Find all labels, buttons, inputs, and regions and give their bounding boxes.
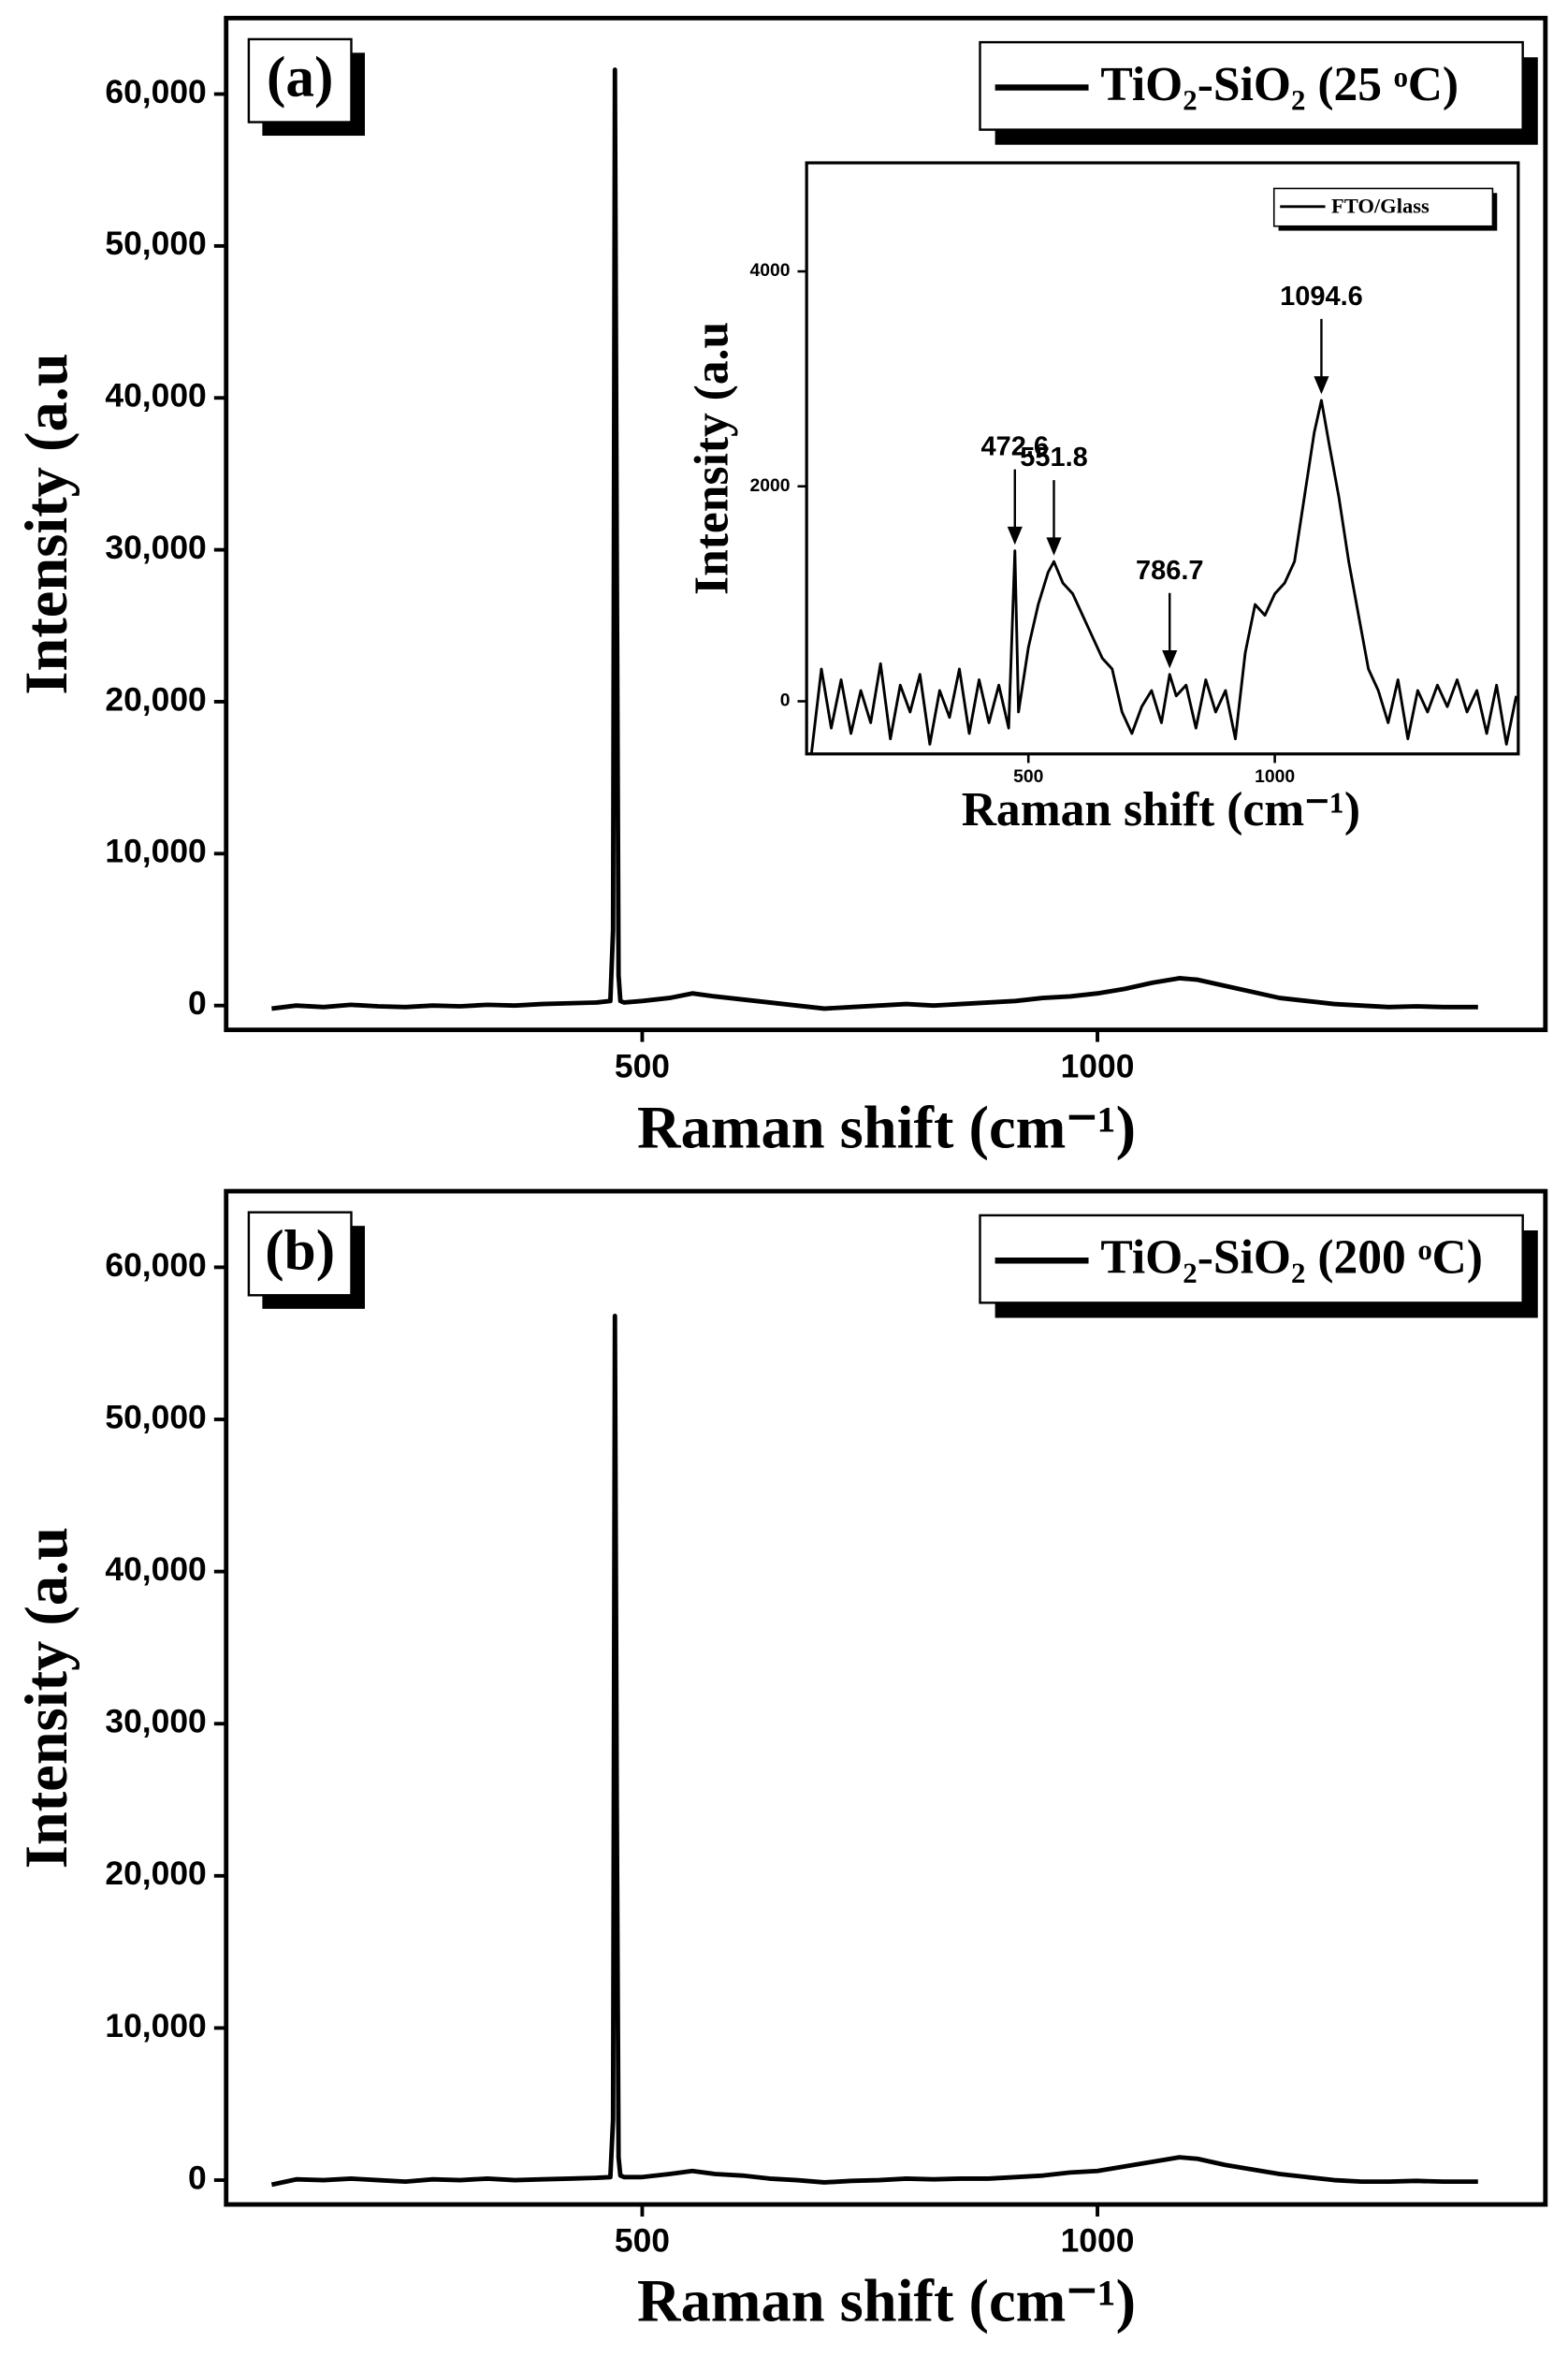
legend-label: FTO/Glass: [1331, 195, 1430, 218]
panel-label: (b): [265, 1218, 335, 1282]
spectrum-line: [271, 67, 1478, 1011]
panel-label: (a): [267, 46, 333, 109]
y-axis-title: Intensity (a.u: [13, 1527, 80, 1869]
y-tick-label: 60,000: [105, 73, 206, 110]
y-tick-label: 10,000: [105, 833, 206, 870]
y-tick-label: 20,000: [105, 1854, 206, 1892]
annotation-arrowhead: [1046, 537, 1062, 556]
annotation-label: 551.8: [1020, 443, 1088, 473]
panel-label-box: [247, 1211, 353, 1297]
annotation-label: 472.6: [980, 432, 1049, 462]
y-tick-label: 0: [188, 984, 207, 1022]
y-tick-label: 0: [780, 691, 791, 711]
x-axis-title: Raman shift (cm⁻¹): [962, 783, 1360, 836]
y-tick-label: 2000: [749, 476, 790, 496]
x-tick-label: 500: [615, 1047, 670, 1084]
x-tick-label: 1000: [1061, 1047, 1135, 1084]
x-tick-label: 1000: [1255, 767, 1295, 787]
legend-label: TiO₂-SiO₂ (25 ᵒC): [1100, 58, 1459, 111]
annotation-arrowhead: [1007, 526, 1023, 545]
y-tick-label: 10,000: [105, 2007, 206, 2044]
y-tick-label: 40,000: [105, 377, 206, 414]
x-axis-title: Raman shift (cm⁻¹): [637, 2267, 1136, 2334]
y-tick-label: 50,000: [105, 225, 206, 262]
plot-frame: [224, 1188, 1548, 2207]
y-tick-label: 30,000: [105, 1703, 206, 1740]
y-tick-label: 60,000: [105, 1246, 206, 1284]
x-tick-label: 500: [1013, 767, 1043, 787]
y-axis-title: Intensity (a.u: [13, 353, 80, 694]
spectrum-line: [270, 1314, 1478, 2188]
spectrum-line: [810, 399, 1518, 753]
plot-frame: [805, 161, 1520, 756]
legend-label: TiO₂-SiO₂ (200 ᵒC): [1100, 1231, 1482, 1285]
x-tick-label: 1000: [1061, 2222, 1135, 2260]
y-tick-label: 30,000: [105, 529, 206, 566]
annotation-arrowhead: [1314, 376, 1329, 395]
x-axis-title: Raman shift (cm⁻¹): [637, 1095, 1136, 1161]
x-tick-label: 500: [615, 2222, 670, 2260]
annotation-label: 786.7: [1136, 556, 1204, 586]
y-tick-label: 4000: [749, 261, 790, 281]
y-tick-label: 0: [188, 2159, 207, 2196]
annotation-label: 1094.6: [1280, 282, 1363, 312]
annotation-arrowhead: [1162, 649, 1178, 669]
y-axis-title: Intensity (a.u: [685, 322, 738, 595]
y-tick-label: 40,000: [105, 1550, 206, 1588]
panel-label-box: [247, 37, 353, 124]
y-tick-label: 50,000: [105, 1398, 206, 1435]
y-tick-label: 20,000: [105, 680, 206, 718]
